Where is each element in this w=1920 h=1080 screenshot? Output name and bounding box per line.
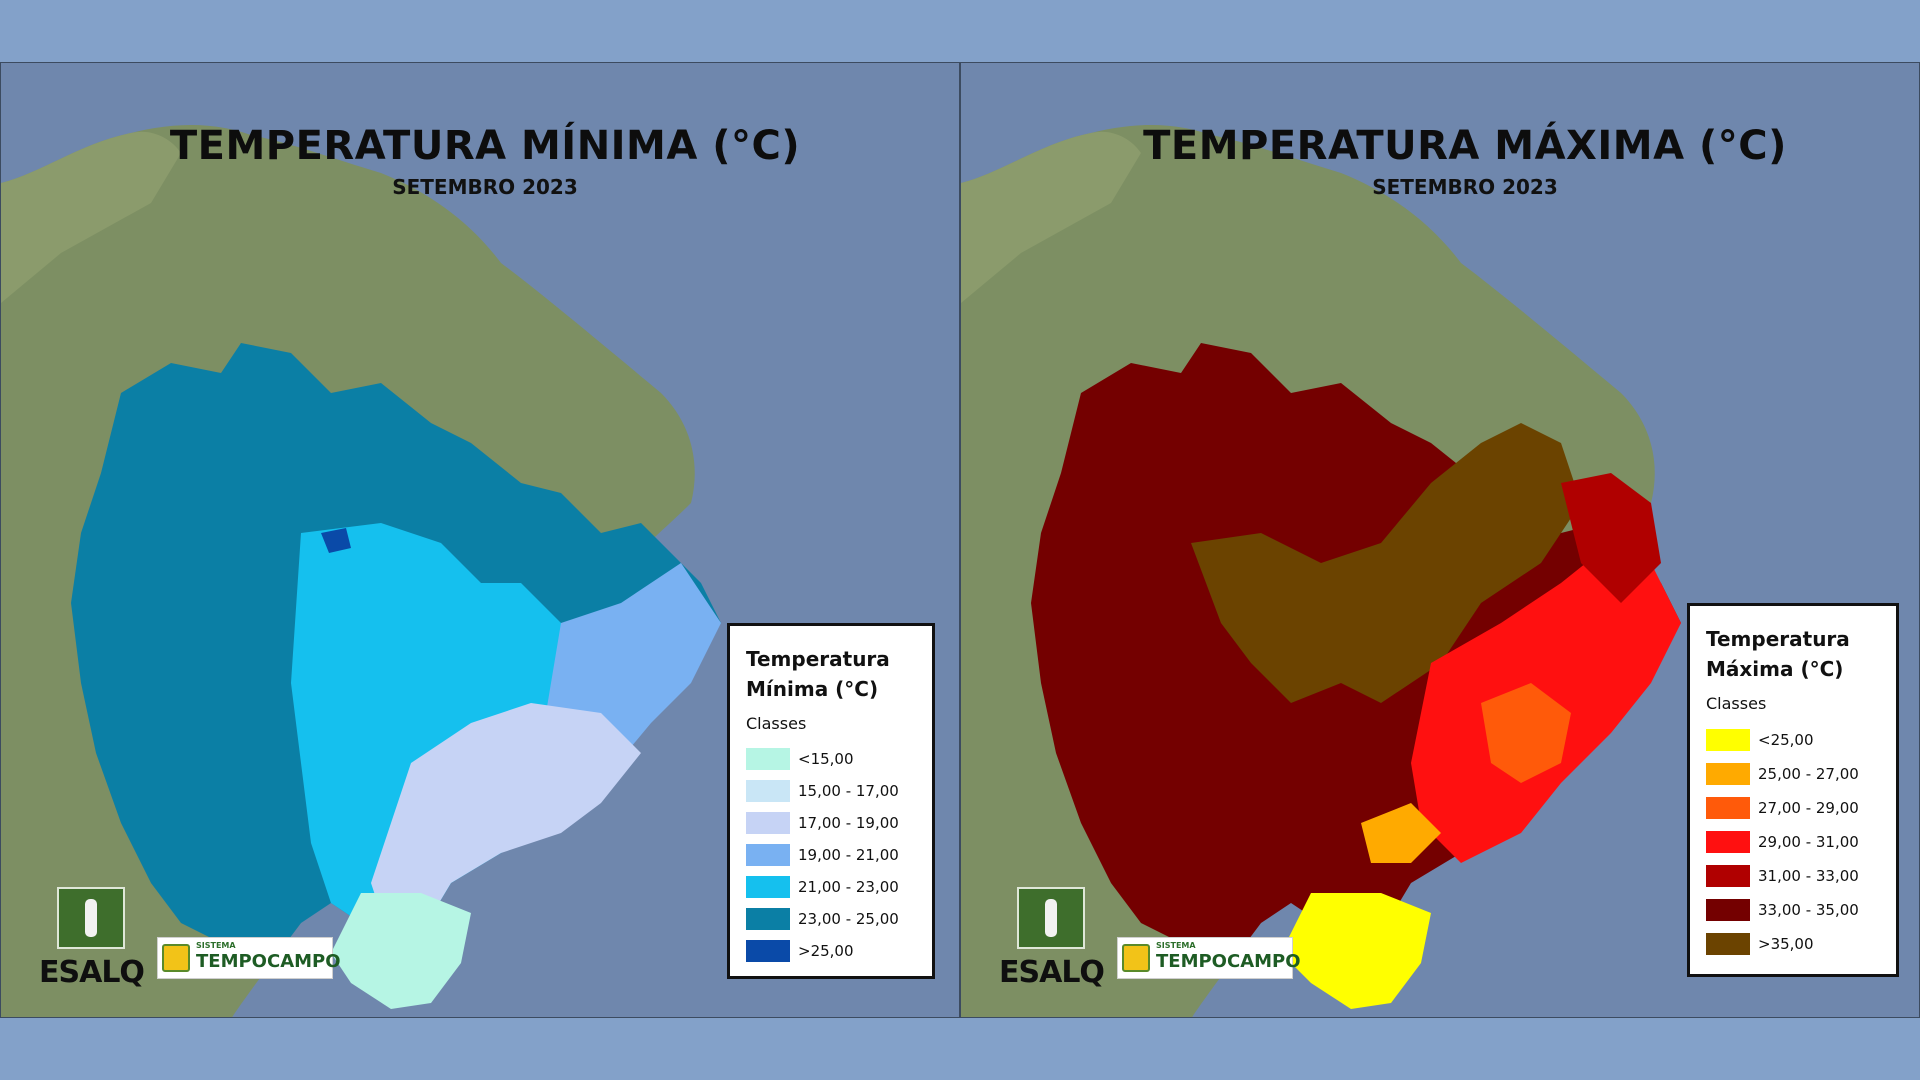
legend-label: 17,00 - 19,00: [798, 814, 899, 832]
legend-row: 17,00 - 19,00: [746, 807, 916, 839]
tempocampo-logo: SISTEMA TEMPOCAMPO: [1117, 937, 1301, 979]
legend-swatch: [746, 876, 790, 898]
legend-swatch: [746, 812, 790, 834]
legend-label: 23,00 - 25,00: [798, 910, 899, 928]
legend-label: 19,00 - 21,00: [798, 846, 899, 864]
legend-row: >35,00: [1706, 927, 1880, 961]
tempocampo-logo: SISTEMA TEMPOCAMPO: [157, 937, 341, 979]
legend-row: 21,00 - 23,00: [746, 871, 916, 903]
legend-swatch: [746, 940, 790, 962]
legend-label: 33,00 - 35,00: [1758, 901, 1859, 919]
map-panel-maximum: TEMPERATURA MÁXIMA (°C) SETEMBRO 2023 Te…: [960, 62, 1920, 1018]
brazil-above-25: [321, 528, 351, 553]
brazil-25-27: [1361, 803, 1441, 863]
legend-title-line1: Temperatura: [746, 647, 890, 671]
legend-label: 29,00 - 31,00: [1758, 833, 1859, 851]
legend-swatch: [1706, 865, 1750, 887]
map-subtitle: SETEMBRO 2023: [392, 175, 578, 199]
legend-swatch: [1706, 831, 1750, 853]
legend-title-line2: Máxima (°C): [1706, 657, 1844, 681]
basemap-minimum: [1, 63, 959, 1017]
tempocampo-mark-icon: [162, 944, 190, 972]
legend-label: 25,00 - 27,00: [1758, 765, 1859, 783]
legend-classes-heading: Classes: [746, 714, 807, 733]
tempocampo-small-text: SISTEMA: [1156, 941, 1196, 950]
legend-row: 29,00 - 31,00: [1706, 825, 1880, 859]
brazil-17-19: [371, 703, 641, 943]
brazil-31-33: [1561, 473, 1661, 603]
legend-row: 19,00 - 21,00: [746, 839, 916, 871]
legend-row: <15,00: [746, 743, 916, 775]
legend-row: >25,00: [746, 935, 916, 967]
esalq-logo: ESALQ: [39, 887, 145, 1011]
legend-row: 31,00 - 33,00: [1706, 859, 1880, 893]
legend-swatch: [1706, 763, 1750, 785]
brazil-above-35: [1191, 423, 1581, 703]
esalq-logo: ESALQ: [999, 887, 1105, 1011]
brazil-below-25: [1281, 893, 1431, 1009]
legend-swatch: [1706, 729, 1750, 751]
legend-title: Temperatura Máxima (°C): [1706, 624, 1880, 684]
tempocampo-logo-text: TEMPOCAMPO: [196, 951, 341, 972]
legend-row: 25,00 - 27,00: [1706, 757, 1880, 791]
esalq-crest-icon: [57, 887, 125, 949]
legend-row: <25,00: [1706, 723, 1880, 757]
map-title: TEMPERATURA MÁXIMA (°C): [1143, 123, 1787, 169]
esalq-crest-icon: [1017, 887, 1085, 949]
land-north: [961, 131, 1141, 303]
tempocampo-small-text: SISTEMA: [196, 941, 236, 950]
legend-swatch: [1706, 797, 1750, 819]
esalq-logo-text: ESALQ: [999, 955, 1105, 990]
legend-label: >25,00: [798, 942, 854, 960]
legend-row: 23,00 - 25,00: [746, 903, 916, 935]
legend: Temperatura Máxima (°C) Classes <25,00 25…: [1687, 603, 1899, 977]
legend-label: 27,00 - 29,00: [1758, 799, 1859, 817]
legend-label: >35,00: [1758, 935, 1814, 953]
legend-label: 15,00 - 17,00: [798, 782, 899, 800]
legend-label: 31,00 - 33,00: [1758, 867, 1859, 885]
legend-title-line1: Temperatura: [1706, 627, 1850, 651]
legend-label: <15,00: [798, 750, 854, 768]
map-title: TEMPERATURA MÍNIMA (°C): [169, 123, 801, 169]
legend-swatch: [746, 908, 790, 930]
legend-row: 33,00 - 35,00: [1706, 893, 1880, 927]
map-subtitle: SETEMBRO 2023: [1372, 175, 1558, 199]
brazil-27-29: [1481, 683, 1571, 783]
legend-row: 27,00 - 29,00: [1706, 791, 1880, 825]
legend-title-line2: Mínima (°C): [746, 677, 879, 701]
legend-swatch: [1706, 899, 1750, 921]
legend-row: 15,00 - 17,00: [746, 775, 916, 807]
map-panel-minimum: TEMPERATURA MÍNIMA (°C) SETEMBRO 2023 Te…: [0, 62, 960, 1018]
legend-swatch: [746, 780, 790, 802]
legend-rows: <15,00 15,00 - 17,00 17,00 - 19,00 19,00 - …: [746, 743, 916, 967]
legend-title: Temperatura Mínima (°C): [746, 644, 916, 704]
legend-classes-heading: Classes: [1706, 694, 1767, 713]
brazil-below-15: [331, 893, 471, 1009]
legend-rows: <25,00 25,00 - 27,00 27,00 - 29,00 29,00 - …: [1706, 723, 1880, 961]
esalq-logo-text: ESALQ: [39, 955, 145, 990]
land-north: [1, 131, 181, 303]
tempocampo-logo-text: TEMPOCAMPO: [1156, 951, 1301, 972]
legend-swatch: [746, 748, 790, 770]
legend: Temperatura Mínima (°C) Classes <15,00 15…: [727, 623, 935, 979]
legend-swatch: [746, 844, 790, 866]
tempocampo-mark-icon: [1122, 944, 1150, 972]
legend-label: 21,00 - 23,00: [798, 878, 899, 896]
legend-label: <25,00: [1758, 731, 1814, 749]
legend-swatch: [1706, 933, 1750, 955]
